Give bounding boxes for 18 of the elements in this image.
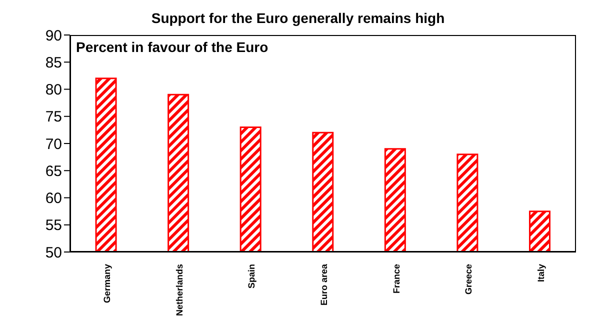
x-tick-label: Euro area: [319, 263, 329, 306]
y-tick-label: 70: [45, 136, 62, 153]
chart-title: Support for the Euro generally remains high: [150, 10, 446, 26]
y-tick-label: 80: [45, 82, 62, 99]
y-tick-label: 55: [45, 217, 62, 234]
y-tick-label: 90: [45, 27, 62, 44]
y-tick-label: 65: [45, 162, 62, 180]
x-tick-label: Italy: [536, 264, 546, 282]
y-tick-label: 85: [45, 54, 62, 72]
x-tick-label: France: [391, 264, 402, 294]
chart-subtitle: Percent in favour of the Euro: [76, 39, 268, 55]
y-tick-label: 50: [45, 244, 62, 262]
x-tick-label: Netherlands: [174, 264, 184, 316]
x-tick-label: Greece: [464, 264, 474, 295]
x-tick-label: Spain: [246, 264, 257, 289]
y-tick-label: 75: [45, 108, 62, 126]
y-tick-label: 60: [45, 190, 62, 208]
x-tick-label: Germany: [102, 264, 112, 304]
